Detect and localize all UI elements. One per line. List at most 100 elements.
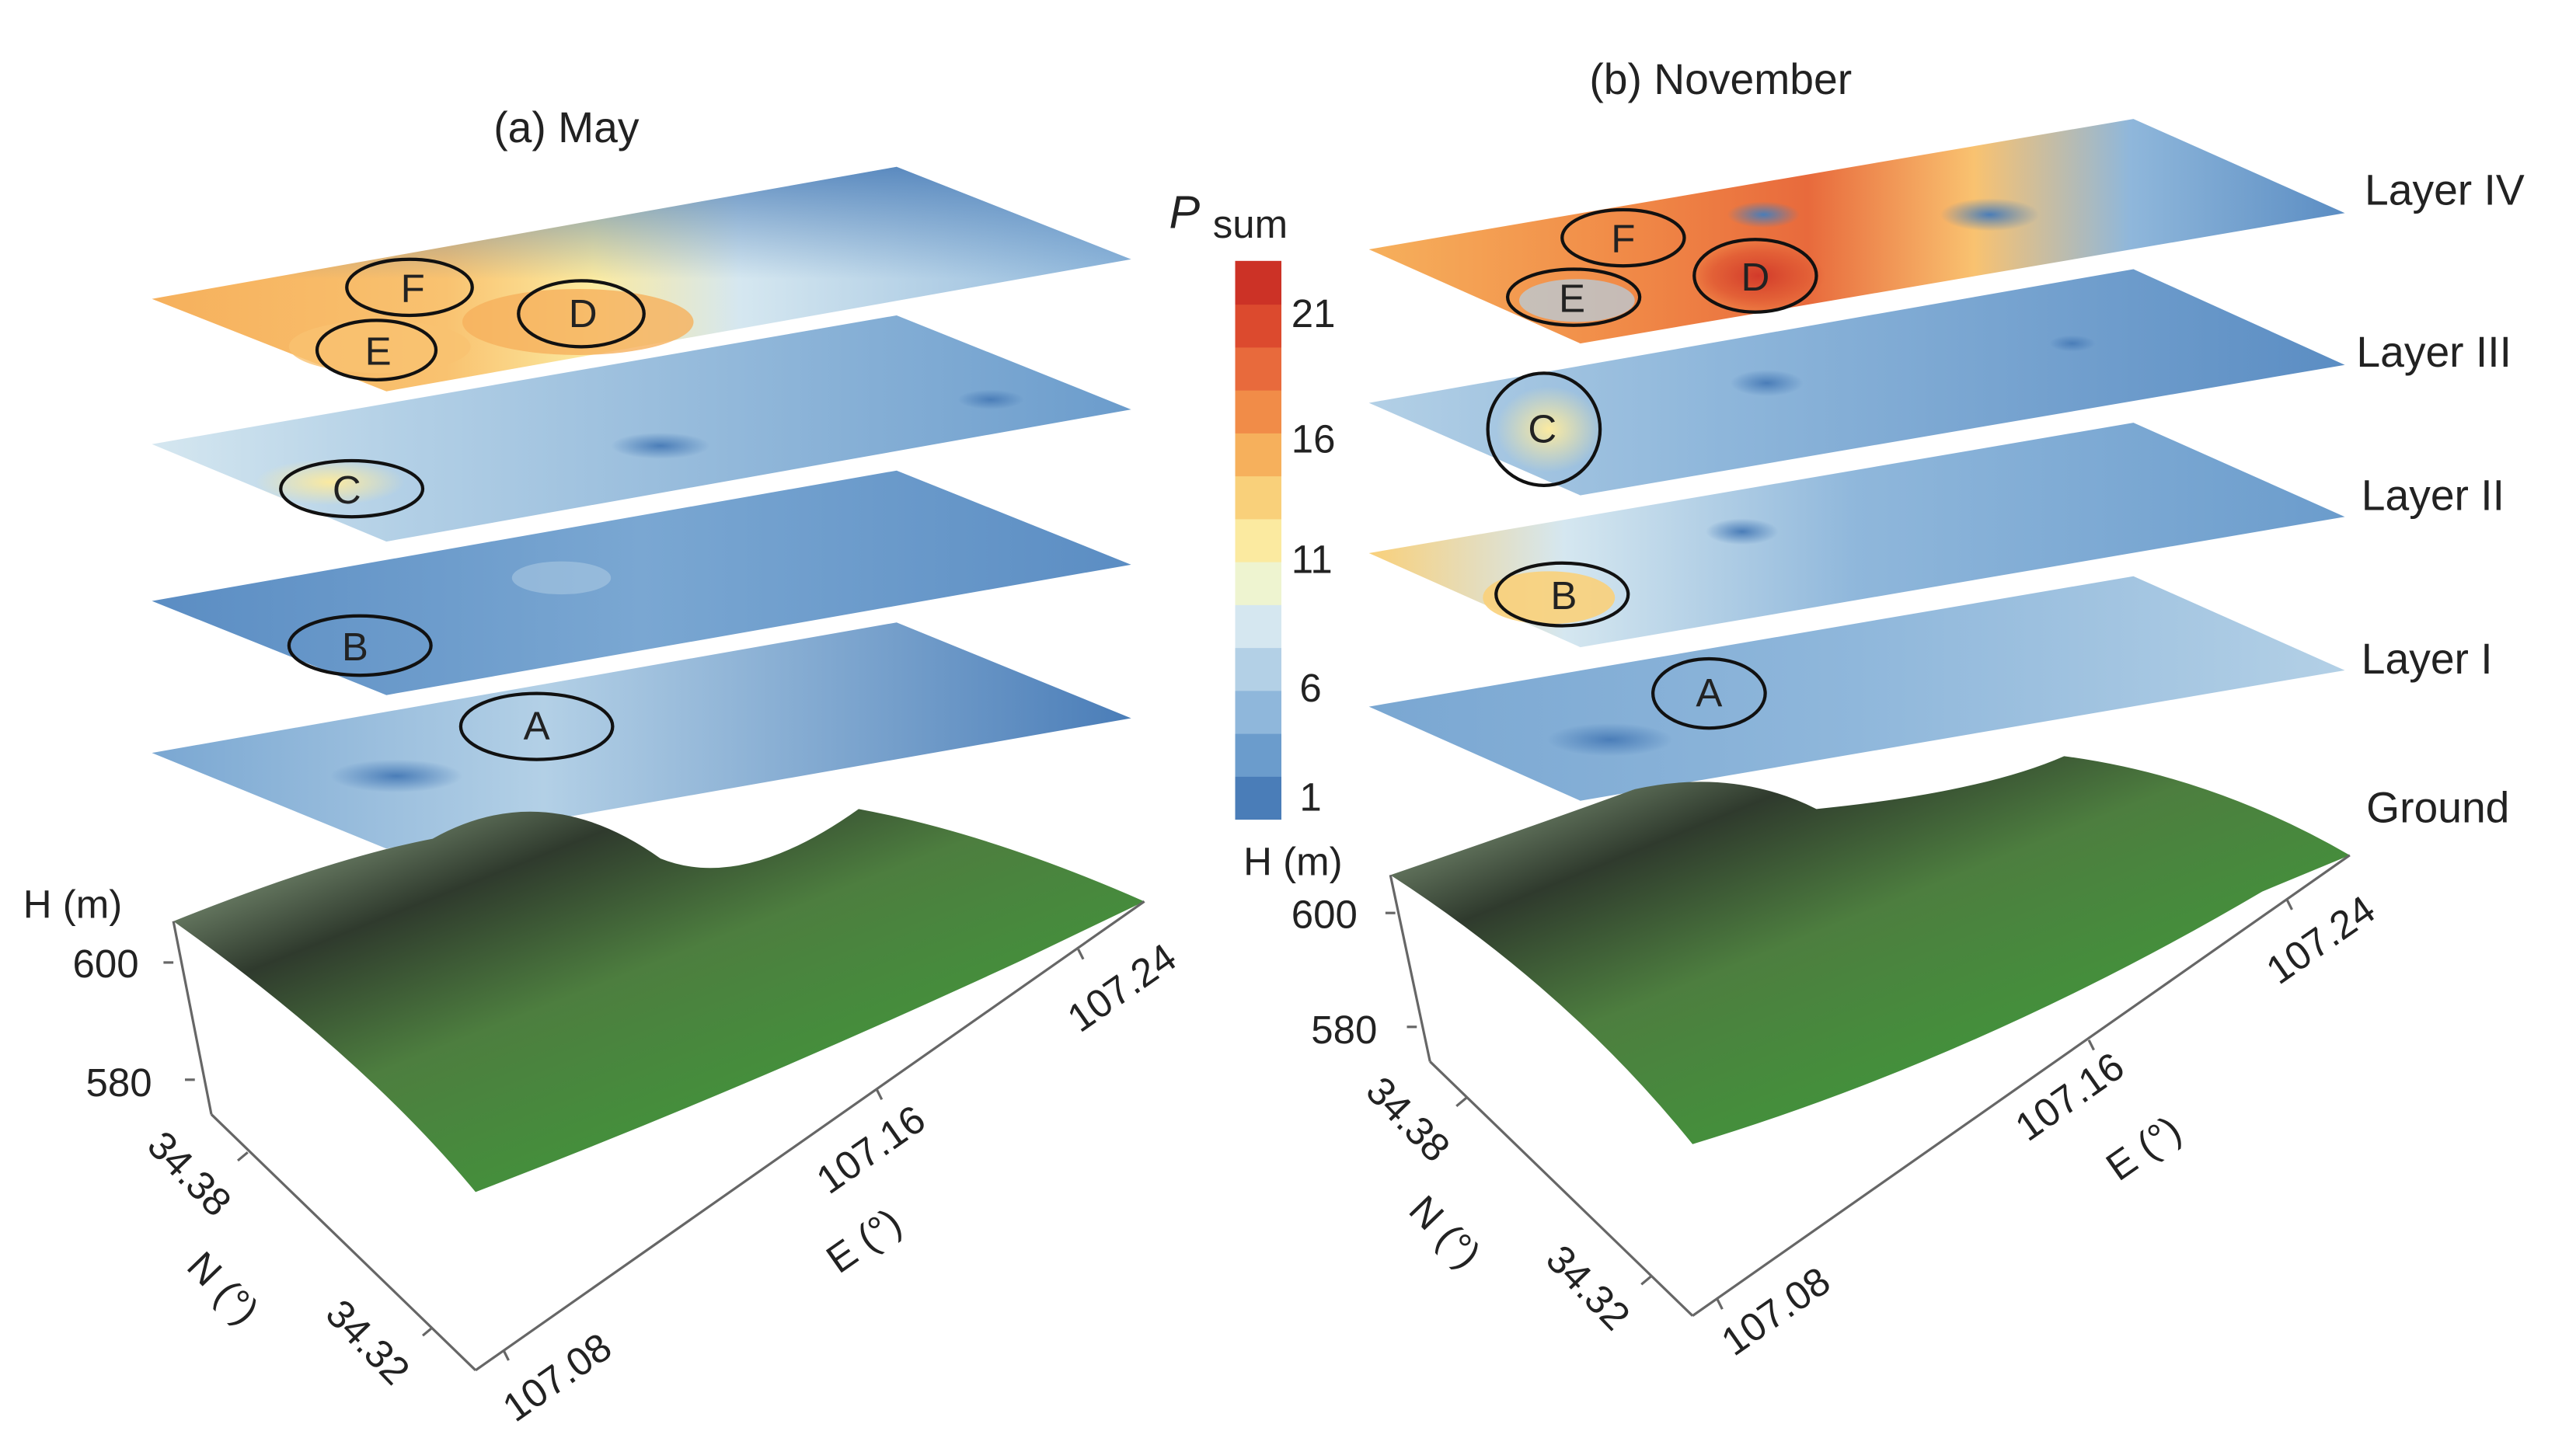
nov-layer-iii (1368, 269, 2345, 496)
axis-tick (2285, 899, 2293, 911)
hotspot-label-d: D (569, 291, 598, 336)
axis-tick (236, 1151, 249, 1162)
nov-layer-ii (1368, 423, 2345, 648)
hotspot-label-b: B (342, 625, 368, 669)
panel-may: (a) May (23, 103, 1184, 1430)
nov-ground-surface (1390, 756, 2350, 1144)
colorbar: P sum 21 16 11 6 1 (1169, 186, 1336, 820)
axis-tick (2087, 1039, 2095, 1051)
colorbar-bin (1235, 647, 1281, 691)
panel-title-may: (a) May (493, 103, 640, 151)
nov-layer-iv (1368, 119, 2345, 344)
layer-label-ii: Layer II (2362, 472, 2505, 520)
nov-h-tick-label: 580 (1311, 1008, 1377, 1052)
hotspot-circle-f (345, 257, 474, 318)
hotspot-circle-c (1486, 371, 1602, 487)
nov-layer-iii-surface (1368, 269, 2345, 496)
nov-n-axis-label: N (°) (1401, 1187, 1490, 1276)
colorbar-tick-label: 21 (1291, 291, 1336, 336)
hotspot-circle-c (279, 458, 425, 519)
hotspot-label-e: E (1559, 277, 1585, 321)
may-layer-ii (152, 470, 1131, 695)
may-layer-i (152, 622, 1131, 849)
hotspot-circle-b (1494, 561, 1630, 628)
axis-tick (1716, 1298, 1724, 1310)
hotspot-circle-d (1692, 238, 1818, 314)
nov-h-axis-label: H (m) (1243, 839, 1342, 883)
nov-h-axis-line (1389, 874, 1431, 1062)
layer-label-iii: Layer III (2356, 328, 2512, 376)
may-e-tick-label: 107.16 (808, 1096, 932, 1202)
colorbar-bin (1235, 475, 1281, 520)
nov-layer-i-low (1547, 722, 1673, 757)
may-ground-surface (173, 809, 1145, 1193)
nov-e-axis-label: E (°) (2098, 1107, 2189, 1189)
axis-tick (502, 1349, 510, 1361)
nov-n-tick-label: 34.38 (1358, 1068, 1459, 1170)
may-n-axis-label: N (°) (179, 1243, 267, 1332)
nov-hotspot-d-area (1692, 242, 1825, 309)
colorbar-bin (1235, 389, 1281, 433)
hotspot-circle-f (1560, 207, 1686, 268)
nov-layer-iv-low (1727, 201, 1800, 228)
colorbar-title-sub: sum (1213, 202, 1288, 246)
nov-hotspot-c-area (1496, 386, 1602, 472)
may-n-tick-label: 34.38 (139, 1123, 240, 1224)
colorbar-bin (1235, 604, 1281, 649)
colorbar-tick-label: 11 (1291, 537, 1333, 581)
colorbar-bin (1235, 733, 1281, 777)
may-e-axis-label: E (°) (818, 1199, 909, 1282)
may-layer-ii-surface (152, 470, 1131, 695)
may-layer-iii (152, 315, 1131, 542)
hotspot-circle-e (1506, 267, 1642, 327)
may-layer-iii-low (957, 389, 1024, 410)
nov-e-tick-label: 107.16 (2007, 1043, 2132, 1149)
hotspot-label-c: C (333, 468, 361, 512)
nov-layer-iii-low (2049, 335, 2096, 352)
nov-layer-i (1368, 576, 2345, 801)
hotspot-circle-d (517, 279, 646, 349)
may-layer-iii-low (611, 432, 710, 459)
hotspot-label-a: A (524, 704, 550, 748)
hotspot-circle-a (458, 691, 615, 761)
nov-e-tick-label: 107.08 (1713, 1259, 1838, 1364)
may-hotspot-c-area (256, 458, 405, 506)
may-e-tick-label: 107.08 (495, 1325, 619, 1430)
nov-hotspots (1486, 207, 1818, 730)
colorbar-bin (1235, 775, 1281, 820)
may-h-axis-line (172, 921, 213, 1115)
colorbar-title: P sum (1169, 186, 1288, 246)
colorbar-bin (1235, 346, 1281, 391)
may-h-tick-label: 580 (86, 1060, 152, 1105)
nov-h-tick-label: 600 (1291, 892, 1358, 936)
colorbar-bin (1235, 432, 1281, 477)
colorbar-tick-label: 16 (1291, 416, 1336, 461)
colorbar-tick-label: 6 (1299, 666, 1321, 710)
nov-hotspot-e-area (1519, 279, 1635, 322)
may-h-axis-label: H (m) (23, 883, 122, 927)
colorbar-bin (1235, 304, 1281, 348)
colorbar-bin (1235, 690, 1281, 734)
nov-n-axis-line (1429, 1060, 1694, 1317)
nov-layer-iv-low (1940, 198, 2040, 232)
axis-tick (421, 1326, 434, 1337)
colorbar-tick-label: 1 (1299, 775, 1321, 819)
hotspot-circle-b (287, 614, 433, 677)
colorbar-title-main: P (1169, 186, 1201, 238)
axis-tick (1640, 1275, 1653, 1286)
nov-e-tick-label: 107.24 (2258, 887, 2383, 993)
colorbar-bin (1235, 518, 1281, 562)
nov-hotspot-b-area (1483, 571, 1616, 625)
hotspot-label-f: F (1611, 217, 1635, 261)
colorbar-bin (1235, 260, 1281, 305)
hotspot-label-f: F (401, 266, 425, 311)
hotspot-circle-a (1651, 656, 1767, 730)
nov-layer-iii-low (1731, 370, 1804, 397)
panel-title-november: (b) November (1589, 55, 1852, 103)
hotspot-label-c: C (1528, 407, 1556, 451)
may-h-tick-label: 600 (73, 942, 139, 986)
layer-label-iv: Layer IV (2365, 166, 2525, 214)
colorbar-bin (1235, 561, 1281, 605)
axis-tick (1455, 1096, 1468, 1108)
